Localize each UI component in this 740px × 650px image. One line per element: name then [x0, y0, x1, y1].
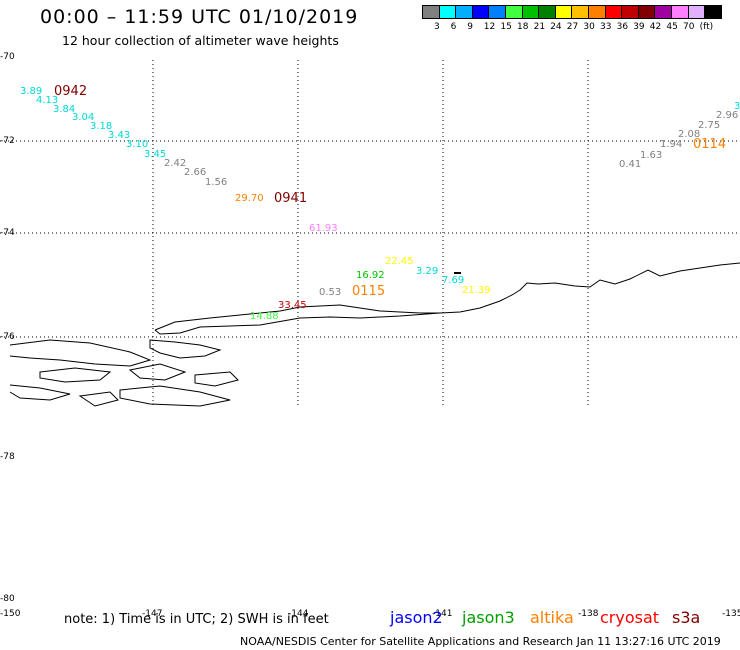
wave-height-label: 2.08	[678, 129, 700, 140]
lon-label: -147	[142, 609, 163, 619]
wave-height-label: 61.93	[309, 223, 338, 234]
sat-jason2: jason2	[390, 608, 443, 627]
legend-label: 30	[583, 22, 595, 32]
wave-height-label: 3.84	[53, 104, 75, 115]
legend-swatch	[704, 5, 722, 19]
legend-swatch	[621, 5, 639, 19]
wave-height-labels: 3.894.133.843.043.183.433.103.452.422.66…	[20, 86, 740, 322]
legend-label: 6	[450, 22, 457, 32]
sat-s3a: s3a	[672, 608, 701, 627]
wave-height-label: 3.10	[126, 139, 148, 150]
lat-label: -76	[0, 332, 15, 342]
lon-label: -135	[722, 609, 740, 619]
legend-label: 70	[683, 22, 695, 32]
wave-height-label: 3.29	[416, 266, 438, 277]
legend-label: 39	[633, 22, 645, 32]
wave-height-label: 0.53	[319, 287, 341, 298]
graticule	[0, 60, 740, 408]
lat-label: -78	[0, 452, 15, 462]
sat-altika: altika	[530, 608, 574, 627]
lat-label: -80	[0, 594, 15, 604]
legend-label: 24	[550, 22, 562, 32]
wave-height-label: 21.39	[462, 285, 491, 296]
wave-height-label: 1.94	[660, 139, 682, 150]
page-title: 00:00 – 11:59 UTC 01/10/2019	[40, 6, 359, 28]
legend-label: 21	[533, 22, 546, 32]
sat-cryosat: cryosat	[600, 608, 660, 627]
legend-label: 15	[500, 22, 512, 32]
legend-swatch	[488, 5, 506, 19]
legend-label: 33	[600, 22, 612, 32]
wave-height-label: 29.70	[235, 193, 264, 204]
legend-swatch	[687, 5, 706, 19]
wave-height-label: 4.13	[36, 95, 58, 106]
lat-label: -70	[0, 52, 15, 62]
legend-label: 3	[434, 22, 440, 32]
legend-label: 18	[517, 22, 529, 32]
wave-height-label: 16.92	[356, 270, 385, 281]
legend-swatch	[471, 5, 490, 19]
wave-height-label: 3.04	[72, 112, 94, 123]
legend-label: 27	[566, 22, 579, 32]
wave-height-label: 22.45	[385, 256, 414, 267]
legend-label: 36	[616, 22, 629, 32]
legend-swatch	[538, 5, 556, 19]
legend-swatch	[422, 5, 440, 19]
color-legend	[422, 5, 722, 19]
lon-label: -138	[578, 609, 599, 619]
track-mark	[454, 272, 461, 274]
sat-jason3: jason3	[462, 608, 515, 627]
wave-height-label: 0.41	[619, 159, 641, 170]
legend-label: 45	[666, 22, 678, 32]
wave-height-label: 7.69	[442, 275, 464, 286]
wave-height-label: 3.89	[20, 86, 42, 97]
legend-label: (ft)	[699, 22, 714, 32]
pass-time-label: 0942	[54, 84, 87, 99]
wave-height-label: 3	[734, 101, 740, 112]
wave-height-label: 33.45	[278, 300, 307, 311]
legend-swatch	[637, 5, 656, 19]
footer-note: note: 1) Time is in UTC; 2) SWH is in fe…	[64, 612, 329, 627]
legend-swatch	[554, 5, 573, 19]
legend-swatch	[604, 5, 623, 19]
lon-label: -150	[0, 609, 21, 619]
wave-height-label: 3.18	[90, 121, 112, 132]
legend-swatch	[571, 5, 589, 19]
pass-time-label: 0114	[693, 137, 726, 152]
legend-swatch	[455, 5, 473, 19]
pass-time-label: 0115	[352, 284, 385, 299]
legend-label: 12	[483, 22, 496, 32]
page-subtitle: 12 hour collection of altimeter wave hei…	[62, 33, 339, 48]
wave-height-label: 1.56	[205, 177, 227, 188]
coastline	[9, 262, 740, 407]
wave-height-label: 3.45	[144, 149, 166, 160]
legend-swatch	[438, 5, 457, 19]
lat-label: -74	[0, 228, 15, 238]
wave-height-label: 2.96	[716, 110, 738, 121]
pass-time-label: 0941	[274, 191, 307, 206]
wave-height-label: 14.88	[250, 311, 279, 322]
legend-swatch	[654, 5, 672, 19]
legend-swatch	[521, 5, 540, 19]
lat-label: -72	[0, 136, 15, 146]
pass-time-labels: 0942 0941 0115 0114	[54, 84, 726, 299]
wave-height-label: 1.63	[640, 150, 662, 161]
wave-height-label: 2.66	[184, 167, 206, 178]
lon-label: -144	[288, 609, 309, 619]
lon-label: -141	[432, 609, 453, 619]
wave-height-label: 3.43	[108, 130, 130, 141]
legend-swatch	[670, 5, 689, 19]
wave-height-label: 2.42	[164, 158, 186, 169]
credit-line: NOAA/NESDIS Center for Satellite Applica…	[240, 635, 721, 648]
legend-label: 42	[649, 22, 662, 32]
legend-label: 9	[467, 22, 473, 32]
legend-swatch	[504, 5, 523, 19]
legend-swatch	[587, 5, 606, 19]
wave-height-label: 2.75	[698, 120, 720, 131]
